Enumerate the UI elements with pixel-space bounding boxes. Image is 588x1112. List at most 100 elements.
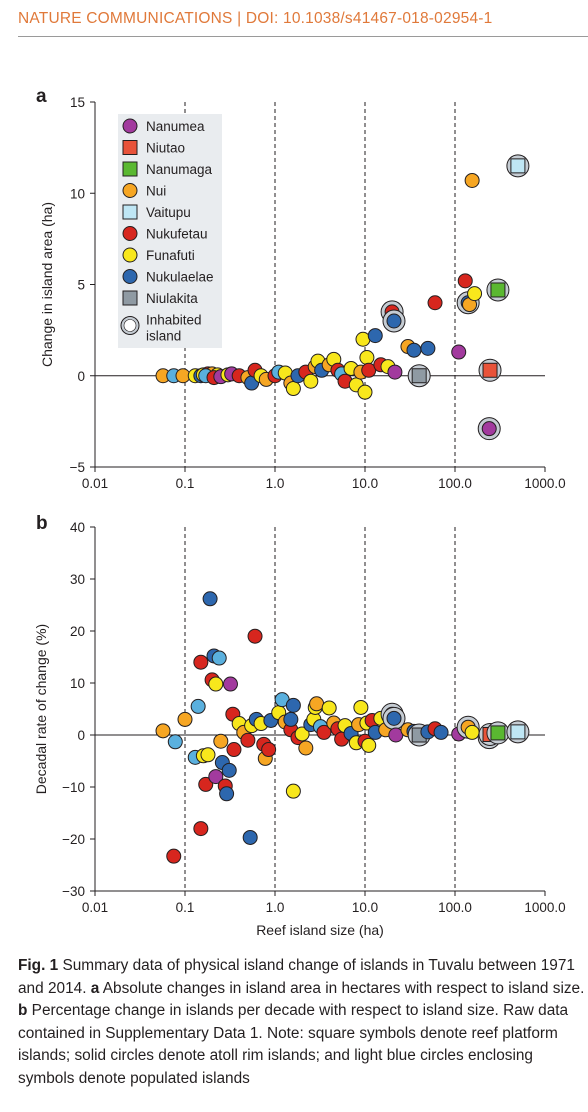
- data-point: [285, 381, 301, 397]
- data-point: [211, 650, 227, 666]
- data-point: [451, 344, 467, 360]
- data-point: [202, 591, 218, 607]
- data-point-square: [411, 368, 427, 384]
- data-point-square: [482, 362, 498, 378]
- y-tick-label: −20: [62, 832, 85, 847]
- figure-caption: Fig. 1 Summary data of physical island c…: [18, 955, 586, 1091]
- y-tick-label: 40: [70, 520, 85, 535]
- y-tick-label: −30: [62, 884, 85, 899]
- data-point: [427, 295, 443, 311]
- data-point: [367, 328, 383, 344]
- data-point: [261, 742, 277, 758]
- data-points: [155, 591, 530, 864]
- data-point: [359, 350, 375, 365]
- x-tick-label: 1.0: [266, 476, 285, 491]
- x-axis-label: Reef island size (ha): [256, 922, 384, 938]
- data-point: [406, 342, 422, 358]
- data-point: [361, 737, 377, 753]
- data-point: [247, 628, 263, 644]
- panel-letter-b: b: [36, 513, 48, 534]
- legend-marker-circle: [122, 269, 138, 284]
- legend-label: Niulakita: [146, 291, 198, 306]
- x-tick-label: 1000.0: [524, 900, 565, 915]
- legend-label: Nanumaga: [146, 162, 213, 177]
- data-point: [200, 747, 216, 763]
- data-point: [240, 732, 256, 748]
- legend-label: Nukufetau: [146, 227, 208, 242]
- legend-label: Funafuti: [146, 248, 195, 263]
- data-point: [467, 286, 483, 302]
- data-point: [353, 699, 369, 715]
- legend-marker-ring-inner: [123, 319, 137, 332]
- data-point: [386, 710, 402, 726]
- x-tick-label: 0.01: [82, 900, 108, 915]
- legend-label: Niutao: [146, 141, 185, 156]
- data-point: [198, 776, 214, 792]
- caption-a-label: a: [90, 979, 100, 997]
- caption-fig-label: Fig. 1: [18, 957, 59, 974]
- y-tick-label: 5: [77, 278, 85, 293]
- x-tick-label: 1.0: [266, 900, 285, 915]
- data-point: [193, 821, 209, 837]
- legend-marker-square: [122, 204, 138, 220]
- y-tick-label: 15: [70, 95, 85, 110]
- legend-marker-square: [122, 290, 138, 306]
- data-point-square: [490, 725, 506, 741]
- figure-svg: 0.01 0.1 1.0 10.0 100.0 1000.0 −5 0 5 10 15 Change …: [33, 95, 566, 938]
- data-point: [177, 711, 193, 727]
- data-point: [190, 698, 206, 714]
- x-tick-label: 10.0: [352, 900, 378, 915]
- data-point: [464, 724, 480, 740]
- y-tick-label: −10: [62, 780, 85, 795]
- y-tick-label: 10: [70, 186, 85, 201]
- data-point: [464, 172, 480, 188]
- x-tick-label: 0.1: [176, 476, 195, 491]
- data-point: [283, 711, 299, 727]
- header-rule: [18, 36, 588, 37]
- data-point: [222, 676, 238, 692]
- data-point-square: [510, 158, 526, 174]
- y-axis-label: Decadal rate of change (%): [33, 624, 49, 794]
- caption-text-1: Summary data of physical island change o…: [18, 957, 575, 997]
- legend-marker-circle: [122, 118, 138, 134]
- x-tick-label: 0.1: [176, 900, 195, 915]
- data-point: [316, 724, 332, 740]
- legend-label: Vaitupu: [146, 205, 191, 220]
- legend-marker-circle: [122, 183, 138, 198]
- panel-letter-a: a: [36, 86, 47, 107]
- legend-marker-square: [122, 140, 138, 155]
- legend: Nanumea Niutao Nanumaga Nui Vaitupu Nukufetau…: [118, 114, 222, 348]
- data-point: [321, 700, 337, 716]
- x-tick-label: 1000.0: [524, 476, 565, 491]
- data-point: [226, 742, 242, 758]
- data-point: [303, 373, 319, 389]
- y-tick-label: −5: [70, 460, 85, 475]
- data-point: [433, 724, 449, 740]
- data-point: [213, 733, 229, 749]
- data-point: [387, 364, 403, 380]
- data-point: [166, 848, 182, 864]
- y-tick-label: 0: [77, 728, 85, 743]
- data-point: [481, 421, 497, 437]
- x-tick-label: 100.0: [438, 900, 472, 915]
- data-point: [221, 762, 237, 778]
- y-axis-label: Change in island area (ha): [39, 202, 55, 367]
- data-point: [420, 340, 436, 356]
- data-point: [155, 723, 171, 739]
- data-point: [208, 769, 224, 785]
- x-tick-label: 0.01: [82, 476, 108, 491]
- data-point: [294, 726, 310, 742]
- panel-a-plot: 0.01 0.1 1.0 10.0 100.0 1000.0 −5 0 5 10 15 Change …: [39, 95, 566, 491]
- x-tick-label: 10.0: [352, 476, 378, 491]
- legend-label: Nanumea: [146, 119, 205, 134]
- data-point: [457, 273, 473, 289]
- y-tick-label: 10: [70, 676, 85, 691]
- legend-marker-square: [122, 161, 138, 177]
- y-tick-label: 20: [70, 624, 85, 639]
- legend-label: Nukulaelae: [146, 270, 214, 285]
- caption-text-2: Absolute changes in island area in hecta…: [99, 979, 585, 997]
- panel-b-plot: 0.01 0.1 1.0 10.0 100.0 1000.0 −30 −20 −10 0 10 20 3…: [33, 520, 566, 938]
- legend-marker-circle: [122, 247, 138, 263]
- data-point-square: [490, 282, 506, 298]
- data-point: [285, 783, 301, 799]
